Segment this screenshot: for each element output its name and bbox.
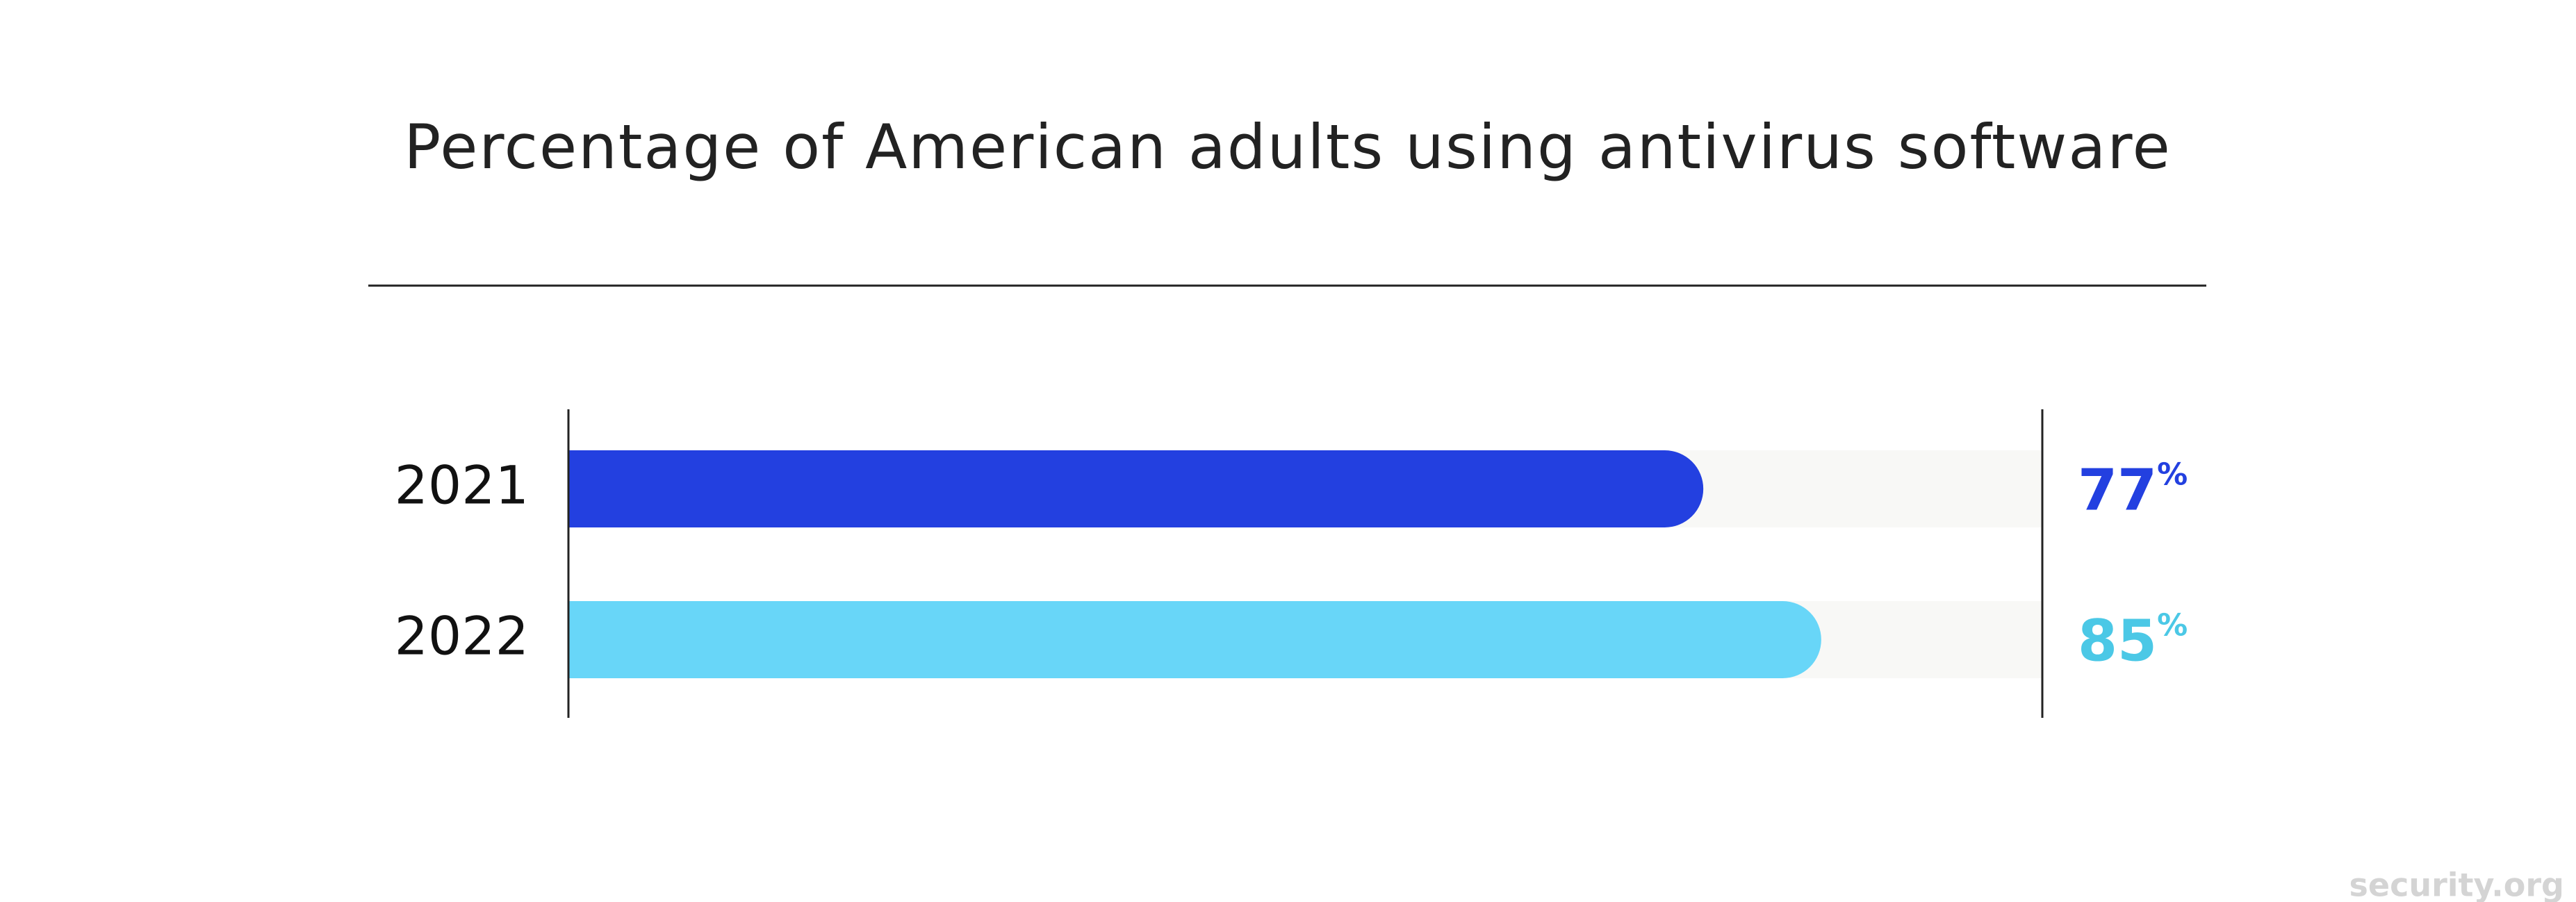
value-unit: % bbox=[2157, 457, 2188, 493]
value-number: 77 bbox=[2078, 458, 2157, 524]
watermark: security.org bbox=[2349, 867, 2565, 902]
category-label: 2021 bbox=[395, 454, 529, 516]
chart-title: Percentage of American adults using anti… bbox=[404, 111, 2171, 183]
value-unit: % bbox=[2157, 608, 2188, 643]
value-number: 85 bbox=[2078, 609, 2157, 675]
bar bbox=[568, 450, 1704, 528]
bar bbox=[568, 601, 1821, 678]
category-label: 2022 bbox=[395, 605, 529, 666]
value-label: 77% bbox=[2078, 457, 2188, 524]
value-label: 85% bbox=[2078, 608, 2188, 675]
